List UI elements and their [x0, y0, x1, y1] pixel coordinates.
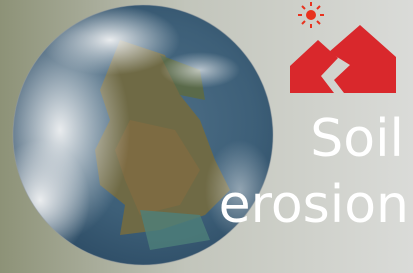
sun	[306, 10, 316, 20]
title-line-2: erosion	[219, 175, 409, 235]
title-line-1: Soil	[310, 109, 404, 169]
page: Soil erosion (() => { const data = JSON.…	[0, 0, 413, 273]
poster: Soil erosion	[0, 0, 413, 273]
